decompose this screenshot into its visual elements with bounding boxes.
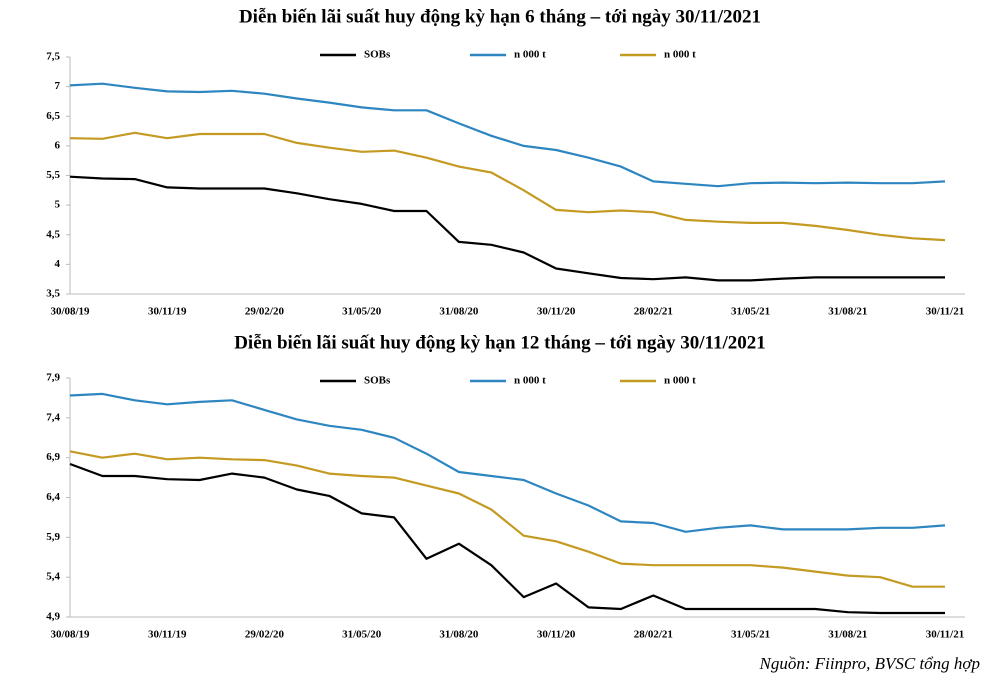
y-tick-label: 5,4 [46, 571, 60, 583]
y-tick-label: 4,9 [46, 611, 60, 623]
x-tick-label: 30/11/21 [926, 629, 965, 641]
line [69, 131, 946, 242]
x-tick-label: 28/02/21 [634, 629, 673, 641]
legend-label: n 000 t [664, 375, 696, 387]
legend-label: n 000 t [514, 375, 546, 387]
y-tick-label: 5 [55, 199, 61, 211]
x-tick-label: 31/08/21 [828, 629, 867, 641]
x-tick-label: 31/05/20 [342, 629, 382, 641]
chart-title: Diễn biến lãi suất huy động kỳ hạn 6 thá… [239, 6, 761, 27]
line [69, 82, 946, 188]
x-tick-label: 28/02/21 [634, 306, 673, 318]
y-tick-label: 7 [55, 80, 61, 92]
y-tick-label: 4 [55, 258, 61, 270]
x-tick-label: 30/11/20 [537, 306, 576, 318]
y-tick-label: 7,4 [46, 411, 60, 423]
line [69, 392, 946, 533]
x-tick-label: 31/08/20 [439, 306, 479, 318]
y-tick-label: 4,5 [46, 228, 60, 240]
legend-label: n 000 t [514, 49, 546, 61]
x-tick-label: 30/11/19 [148, 629, 187, 641]
x-tick-label: 30/08/19 [50, 306, 90, 318]
legend-label: n 000 t [664, 49, 696, 61]
chart-title: Diễn biến lãi suất huy động kỳ hạn 12 th… [234, 332, 766, 353]
x-tick-label: 29/02/20 [245, 629, 285, 641]
x-tick-label: 31/05/20 [342, 306, 382, 318]
x-tick-label: 31/05/21 [731, 306, 770, 318]
x-tick-label: 30/11/19 [148, 306, 187, 318]
legend-label: SOBs [364, 375, 391, 387]
y-tick-label: 6,4 [46, 491, 60, 503]
x-tick-label: 30/11/21 [926, 306, 965, 318]
y-tick-label: 6,5 [46, 110, 60, 122]
y-tick-label: 5,9 [46, 531, 60, 543]
x-tick-label: 31/08/21 [828, 306, 867, 318]
y-tick-label: 7,5 [46, 51, 60, 63]
source: Nguồn: Fiinpro, BVSC tổng hợp [759, 654, 980, 673]
x-tick-label: 29/02/20 [245, 306, 285, 318]
legend-label: SOBs [364, 49, 391, 61]
line [69, 450, 945, 588]
x-tick-label: 31/05/21 [731, 629, 770, 641]
x-tick-label: 31/08/20 [439, 629, 479, 641]
y-tick-label: 3,5 [46, 288, 60, 300]
line [69, 462, 945, 615]
line [69, 175, 945, 282]
y-tick-label: 6,9 [46, 451, 60, 463]
y-tick-label: 7,9 [46, 372, 60, 384]
y-tick-label: 6 [55, 139, 61, 151]
x-tick-label: 30/08/19 [50, 629, 90, 641]
x-tick-label: 30/11/20 [537, 629, 576, 641]
y-tick-label: 5,5 [46, 169, 60, 181]
